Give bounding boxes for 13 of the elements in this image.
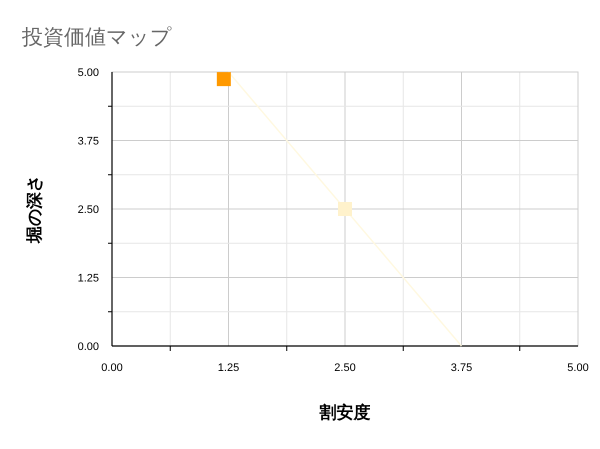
y-tick-label: 2.50 (78, 204, 99, 216)
x-axis-title: 割安度 (318, 403, 370, 422)
chart-title: 投資価値マップ (21, 26, 172, 49)
x-tick-label: 1.25 (218, 362, 240, 374)
y-axis-title: 堀の深さ (25, 175, 44, 244)
y-tick-label: 1.25 (78, 272, 99, 284)
x-tick-label: 3.75 (450, 362, 472, 374)
y-tick-label: 0.00 (78, 341, 99, 353)
x-tick-label: 5.00 (567, 362, 589, 374)
y-tick-label: 3.75 (78, 136, 99, 148)
x-tick-label: 0.00 (101, 362, 123, 374)
x-tick-label: 2.50 (334, 362, 356, 374)
y-tick-label: 5.00 (78, 67, 99, 79)
